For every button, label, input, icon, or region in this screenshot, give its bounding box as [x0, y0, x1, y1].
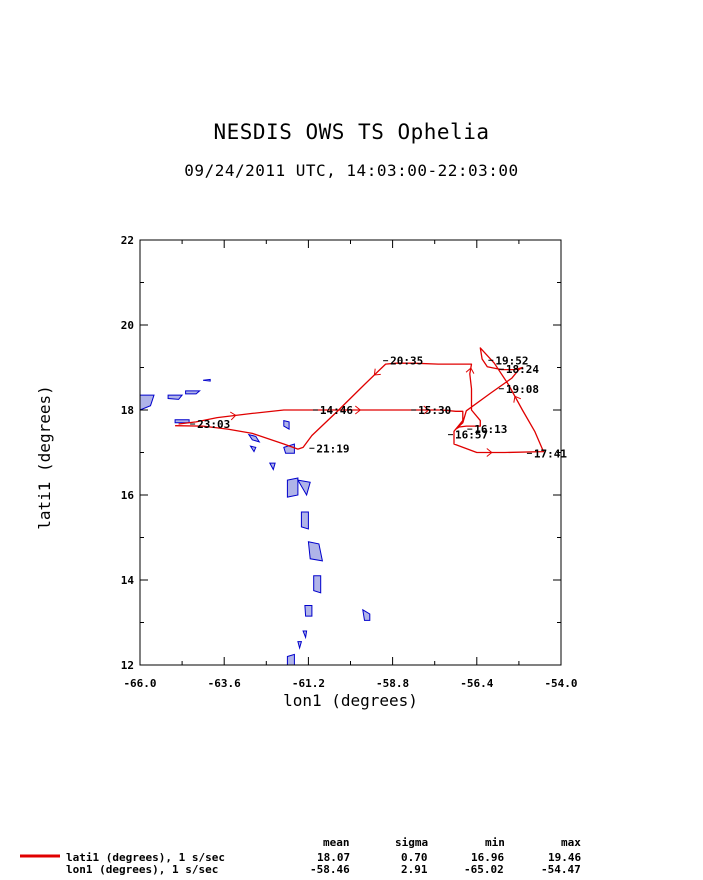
stats-header-max: max	[561, 836, 581, 849]
island	[268, 462, 276, 471]
time-label: 21:19	[316, 442, 349, 455]
island	[362, 608, 371, 621]
x-tick-label: -56.4	[460, 677, 493, 690]
x-tick-label: -58.8	[376, 677, 409, 690]
island	[203, 378, 211, 382]
time-label: 14:46	[320, 404, 353, 417]
direction-arrow	[229, 411, 237, 421]
island	[249, 445, 257, 453]
y-tick-label: 22	[121, 234, 134, 247]
direction-arrow	[423, 405, 430, 415]
direction-arrow	[465, 367, 475, 374]
time-label: 20:35	[390, 355, 423, 368]
stats-row-sigma: 0.70	[401, 851, 428, 864]
stats-header-min: min	[485, 836, 505, 849]
stats-row-max: -54.47	[541, 863, 581, 876]
stats-row-label: lati1 (degrees), 1 s/sec	[66, 851, 225, 864]
x-axis-label: lon1 (degrees)	[283, 691, 418, 710]
stats-row-label: lon1 (degrees), 1 s/sec	[66, 863, 219, 876]
island	[307, 541, 324, 562]
island	[296, 479, 311, 497]
stats-row-min: 16.96	[471, 851, 505, 864]
time-label: 18:24	[506, 363, 539, 376]
stats-row-sigma: 2.91	[401, 863, 428, 876]
plot-subtitle: 09/24/2011 UTC, 14:03:00-22:03:00	[184, 161, 519, 180]
stats-row-mean: 18.07	[317, 851, 351, 864]
time-label: 23:03	[197, 418, 230, 431]
island	[167, 394, 184, 400]
island	[286, 653, 295, 666]
island	[247, 433, 261, 443]
island	[286, 477, 299, 498]
x-tick-label: -61.2	[292, 677, 325, 690]
y-axis-label: lati1 (degrees)	[35, 385, 54, 530]
time-label: 16:57	[455, 429, 488, 442]
time-label: 17:41	[534, 447, 567, 460]
land-islands	[139, 378, 371, 666]
time-label: 19:08	[506, 383, 539, 396]
plot-title: NESDIS OWS TS Ophelia	[213, 120, 490, 144]
island	[300, 511, 309, 530]
island	[297, 641, 303, 650]
y-tick-label: 20	[121, 319, 134, 332]
island	[283, 419, 290, 430]
island	[185, 390, 201, 395]
stats-row-min: -65.02	[464, 863, 504, 876]
stats-row-mean: -58.46	[310, 863, 350, 876]
island	[139, 394, 155, 411]
time-label: 16:13	[474, 423, 507, 436]
island	[304, 605, 313, 617]
flight-track	[175, 347, 545, 457]
x-tick-label: -54.0	[544, 677, 577, 690]
direction-arrow	[373, 368, 381, 376]
stats-row-max: 19.46	[548, 851, 582, 864]
direction-arrow	[354, 405, 362, 415]
x-tick-label: -63.6	[208, 677, 241, 690]
x-tick-label: -66.0	[123, 677, 156, 690]
stats-header-mean: mean	[323, 836, 350, 849]
plot-axes: -66.0 -63.6 -61.2 -58.8 -56.4 -54.0 12 14 16 18 20…	[121, 234, 578, 690]
island	[302, 630, 308, 640]
y-tick-label: 14	[121, 574, 135, 587]
y-tick-label: 16	[121, 489, 135, 502]
track-line	[175, 347, 545, 454]
island	[313, 575, 322, 594]
direction-arrow	[486, 448, 493, 457]
y-tick-label: 18	[121, 404, 134, 417]
time-label: 15:30	[418, 404, 451, 417]
y-tick-label: 12	[121, 659, 134, 672]
time-label: 19:52	[495, 354, 528, 367]
stats-header-sigma: sigma	[395, 836, 429, 849]
direction-arrow	[513, 395, 522, 403]
